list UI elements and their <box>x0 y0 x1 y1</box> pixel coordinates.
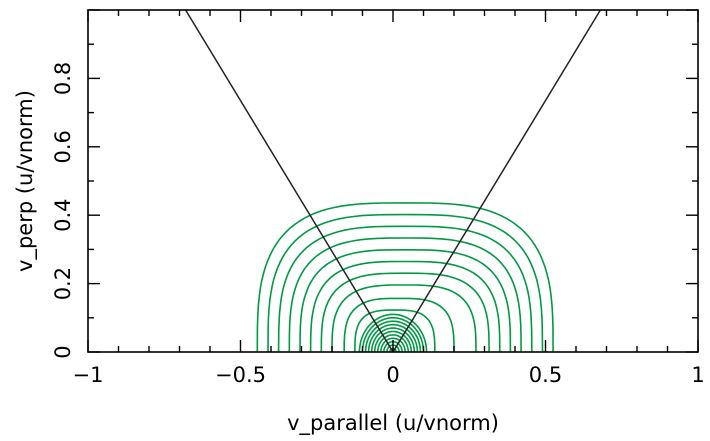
contour-level-21 <box>256 202 554 353</box>
axis-ticks <box>87 9 699 353</box>
contour-group <box>256 202 554 353</box>
contour-level-18 <box>288 237 522 353</box>
contour-level-7 <box>370 327 416 353</box>
y-tick-label: 0.2 <box>51 267 75 300</box>
x-tick-label: 0.5 <box>529 363 562 387</box>
contour-level-4 <box>380 337 406 352</box>
contour-level-12 <box>354 309 436 352</box>
boundary-line-1 <box>184 9 394 353</box>
contour-level-5 <box>377 334 410 353</box>
x-axis-title: v_parallel (u/vnorm) <box>287 411 499 436</box>
contour-level-14 <box>331 284 477 353</box>
x-tick-label: 0 <box>386 363 399 387</box>
contour-level-13 <box>343 297 455 352</box>
x-tick-label: −0.5 <box>215 363 266 387</box>
contour-level-11 <box>358 313 428 353</box>
boundary-line-2 <box>392 9 602 353</box>
x-tick-label: 1 <box>691 363 704 387</box>
plot-frame <box>87 9 699 353</box>
contour-level-16 <box>309 260 501 353</box>
x-tick-label: −1 <box>73 363 104 387</box>
y-tick-labels: 0 0.2 0.4 0.6 0.8 <box>51 62 75 359</box>
y-axis-title: v_perp (u/vnorm) <box>13 90 38 272</box>
y-tick-label: 0.6 <box>51 130 75 163</box>
contour-level-6 <box>373 330 413 352</box>
boundary-lines <box>184 9 602 353</box>
contour-level-19 <box>277 225 533 353</box>
y-tick-label: 0.4 <box>51 198 75 231</box>
contour-level-8 <box>367 323 419 352</box>
contour-level-17 <box>299 248 512 353</box>
contour-level-9 <box>364 320 422 353</box>
x-tick-labels: −1 −0.5 0 0.5 1 <box>73 363 705 387</box>
y-tick-label: 0.8 <box>51 62 75 95</box>
y-tick-label: 0 <box>51 345 75 358</box>
contour-level-20 <box>267 213 544 353</box>
contour-level-10 <box>361 317 425 352</box>
contour-level-15 <box>320 272 490 353</box>
